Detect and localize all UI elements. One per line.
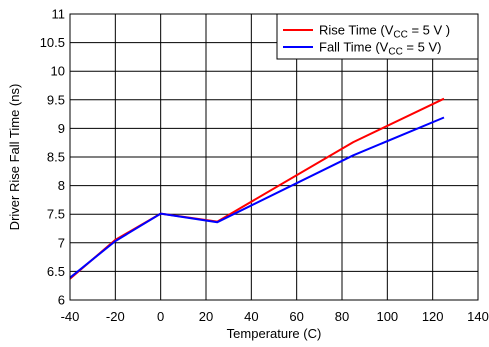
y-tick-label: 9 xyxy=(58,121,65,136)
series-lines xyxy=(69,97,445,280)
legend-text-main: Fall Time (V xyxy=(319,40,389,55)
x-tick-label: 40 xyxy=(244,309,258,324)
legend-text-subscript: CC xyxy=(393,30,407,41)
legend-text-main: Rise Time (V xyxy=(319,23,394,38)
legend-entry-1: Fall Time (VCC = 5 V) xyxy=(319,40,441,58)
y-tick-label: 7 xyxy=(58,235,65,250)
series-line-1 xyxy=(69,116,445,279)
x-tick-label: 20 xyxy=(199,309,213,324)
legend-text-subscript: CC xyxy=(388,47,402,58)
series-line-0 xyxy=(69,97,445,280)
y-tick-label: 7.5 xyxy=(47,207,65,222)
x-tick-label: 100 xyxy=(376,309,398,324)
y-tick-label: 11 xyxy=(52,7,66,22)
plot-frame xyxy=(69,13,479,301)
legend: Rise Time (VCC = 5 V )Fall Time (VCC = 5… xyxy=(276,13,479,60)
y-tick-label: 10.5 xyxy=(40,35,65,50)
x-tick-label: 140 xyxy=(467,309,489,324)
y-tick-labels: 6 6.5 7 7.5 8 8.5 9 9.5 10 10.5 11 xyxy=(40,7,65,308)
x-tick-label: -20 xyxy=(106,309,125,324)
x-tick-label: 60 xyxy=(289,309,303,324)
x-tick-label: 80 xyxy=(335,309,349,324)
legend-entry-0: Rise Time (VCC = 5 V ) xyxy=(319,23,450,41)
y-tick-label: 8.5 xyxy=(47,150,65,165)
x-tick-label: -40 xyxy=(61,309,80,324)
x-tick-label: 120 xyxy=(422,309,444,324)
legend-box xyxy=(276,13,479,60)
legend-text-rest: = 5 V ) xyxy=(408,23,450,38)
y-axis-label: Driver Rise Fall Time (ns) xyxy=(7,84,22,231)
y-tick-label: 6.5 xyxy=(47,264,65,279)
y-tick-label: 8 xyxy=(58,178,65,193)
x-tick-labels: -40 -20 0 20 40 60 80 100 120 140 xyxy=(61,309,489,324)
legend-text-rest: = 5 V) xyxy=(403,40,442,55)
x-axis-label: Temperature (C) xyxy=(227,326,322,341)
y-tick-label: 6 xyxy=(58,293,65,308)
y-tick-label: 9.5 xyxy=(47,92,65,107)
y-tick-label: 10 xyxy=(51,64,65,79)
x-tick-label: 0 xyxy=(157,309,164,324)
